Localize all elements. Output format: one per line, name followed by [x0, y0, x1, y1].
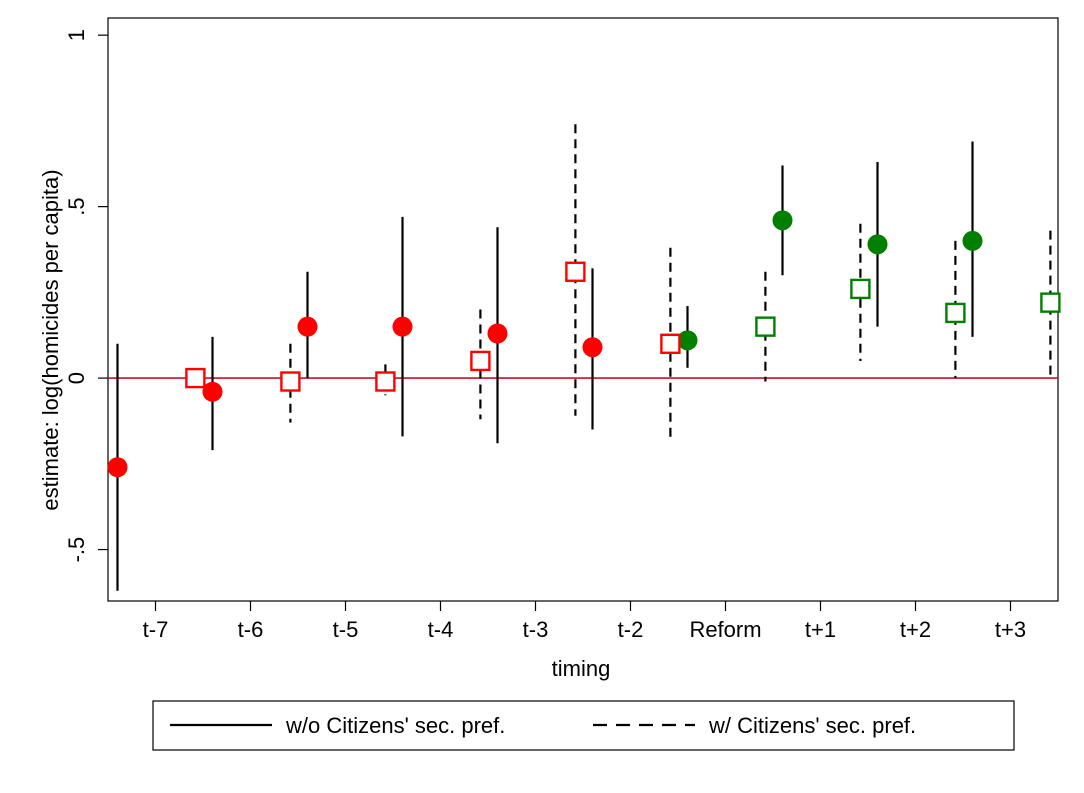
x-tick-label: t-7: [143, 617, 169, 642]
x-tick-label: t+3: [995, 617, 1026, 642]
estimate-marker-circle: [107, 457, 128, 478]
estimate-marker-circle: [487, 323, 508, 344]
estimate-marker-square: [470, 350, 491, 372]
y-tick-label: -.5: [64, 537, 89, 563]
point-estimate-layer: [107, 210, 1061, 478]
y-tick-label: 0: [64, 372, 89, 384]
estimate-marker-square: [945, 302, 966, 324]
estimate-marker-circle: [392, 316, 413, 337]
axes-layer: 1 .5 0 -.5 t-7 t-6 t-5 t-4 t-3 t-2 Reform t+1 t+2 t+3: [64, 17, 1059, 642]
estimate-marker-circle: [297, 316, 318, 337]
legend-box: [152, 700, 1015, 751]
x-tick-label: t+1: [805, 617, 836, 642]
x-tick-label: t-4: [428, 617, 454, 642]
estimate-marker-square: [850, 278, 871, 300]
estimate-marker-square: [280, 371, 301, 392]
estimate-marker-circle: [962, 230, 983, 251]
y-tick-label: 1: [64, 29, 89, 41]
legend: w/o Citizens' sec. pref. w/ Citizens' sec…: [152, 700, 1015, 751]
estimate-marker-circle: [867, 234, 888, 255]
estimate-marker-square: [1040, 292, 1061, 313]
estimate-marker-square: [375, 371, 396, 392]
estimate-marker-square: [565, 261, 586, 282]
estimate-marker-square: [755, 316, 776, 337]
legend-label: w/ Citizens' sec. pref.: [708, 713, 916, 738]
y-axis-title: estimate: log(homicides per capita): [38, 169, 63, 510]
x-tick-label: t-5: [333, 617, 359, 642]
x-tick-label: t-6: [238, 617, 264, 642]
estimate-marker-circle: [677, 330, 698, 351]
estimate-marker-circle: [582, 337, 603, 358]
estimate-marker-circle: [772, 210, 793, 231]
estimate-marker-circle: [202, 381, 223, 402]
x-tick-label: t-2: [618, 617, 644, 642]
estimate-marker-square: [660, 333, 681, 354]
x-axis-title: timing: [552, 656, 611, 681]
x-tick-label: Reform: [689, 617, 761, 642]
legend-label: w/o Citizens' sec. pref.: [285, 713, 505, 738]
y-tick-label: .5: [64, 197, 89, 215]
y-axis-title-group: estimate: log(homicides per capita): [38, 169, 63, 510]
x-tick-label: t-3: [523, 617, 549, 642]
estimate-marker-square: [185, 367, 206, 389]
x-tick-label: t+2: [900, 617, 931, 642]
